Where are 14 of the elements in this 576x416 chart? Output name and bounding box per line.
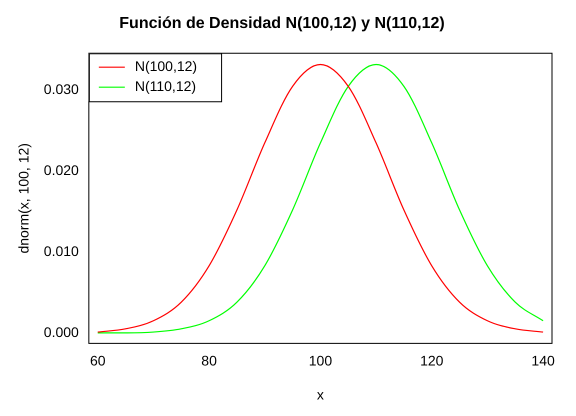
x-tick-label: 140 (531, 352, 555, 369)
y-tick-label: 0.020 (44, 162, 80, 178)
y-tick-label: 0.010 (44, 242, 80, 259)
legend-label: N(110,12) (134, 78, 196, 94)
chart-title: Función de Densidad N(100,12) y N(110,12) (119, 15, 445, 32)
legend-label: N(100,12) (134, 58, 198, 74)
x-tick-label: 80 (201, 352, 218, 369)
x-tick-label: 120 (420, 352, 444, 369)
x-axis-title: x (316, 386, 324, 402)
x-tick-label: 100 (308, 352, 332, 369)
y-tick-label: 0.000 (44, 324, 80, 340)
y-tick-label: 0.030 (44, 81, 80, 98)
x-tick-label: 60 (90, 352, 106, 369)
y-axis-title: dnorm(x, 100, 12) (15, 143, 32, 254)
